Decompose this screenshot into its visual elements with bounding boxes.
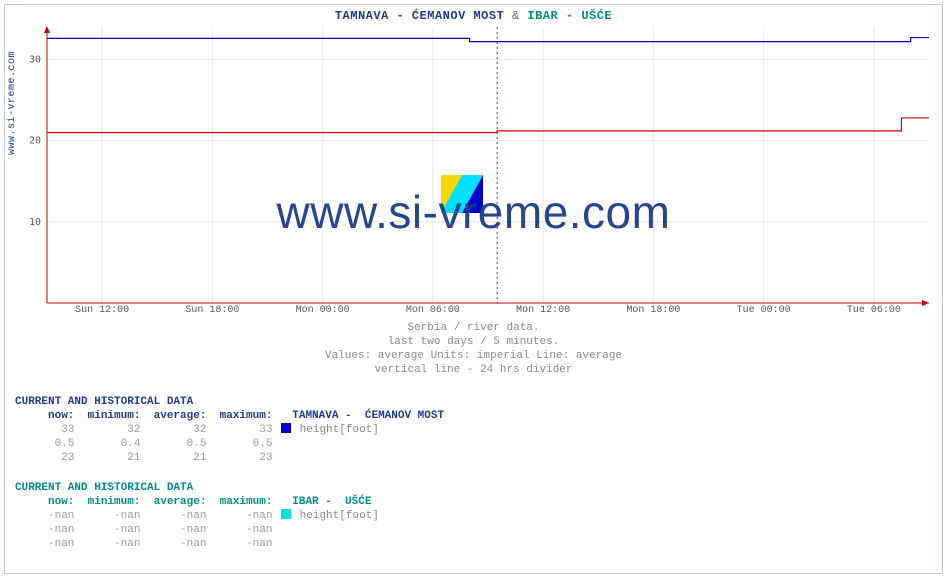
- title-amp: &: [504, 9, 527, 23]
- plot-area: 102030: [47, 27, 929, 303]
- legend-swatch-icon: [281, 509, 291, 519]
- x-tick-label: Sun 12:00: [75, 305, 129, 316]
- table-row: -nan -nan -nan -nan: [15, 523, 379, 537]
- svg-text:10: 10: [29, 217, 41, 228]
- table-title: CURRENT AND HISTORICAL DATA: [15, 481, 379, 495]
- legend-swatch-icon: [281, 423, 291, 433]
- x-tick-label: Sun 18:00: [185, 305, 239, 316]
- x-tick-label: Tue 00:00: [737, 305, 791, 316]
- title-series2: IBAR - UŠĆE: [527, 9, 612, 23]
- table-header: now: minimum: average: maximum: IBAR - U…: [15, 495, 379, 509]
- line-chart-svg: 102030: [47, 27, 929, 303]
- y-axis-label: www.si-vreme.com: [7, 51, 18, 155]
- x-axis-ticks: Sun 12:00 Sun 18:00 Mon 00:00 Mon 06:00 Mon …: [47, 305, 929, 319]
- x-tick-label: Tue 06:00: [847, 305, 901, 316]
- caption-line: Serbia / river data.: [5, 321, 942, 335]
- table-row: 23 21 21 23: [15, 451, 444, 465]
- x-tick-label: Mon 18:00: [626, 305, 680, 316]
- table-title: CURRENT AND HISTORICAL DATA: [15, 395, 444, 409]
- title-series1: TAMNAVA - ĆEMANOV MOST: [335, 9, 504, 23]
- svg-text:30: 30: [29, 54, 41, 65]
- x-tick-label: Mon 12:00: [516, 305, 570, 316]
- caption-line: last two days / 5 minutes.: [5, 335, 942, 349]
- x-tick-label: Mon 00:00: [296, 305, 350, 316]
- caption-line: Values: average Units: imperial Line: av…: [5, 349, 942, 363]
- table-row: -nan -nan -nan -nan height[foot]: [15, 509, 379, 523]
- table-header: now: minimum: average: maximum: TAMNAVA …: [15, 409, 444, 423]
- data-table-1: CURRENT AND HISTORICAL DATA now: minimum…: [15, 395, 444, 465]
- data-table-2: CURRENT AND HISTORICAL DATA now: minimum…: [15, 481, 379, 551]
- chart-caption: Serbia / river data. last two days / 5 m…: [5, 321, 942, 377]
- svg-text:20: 20: [29, 136, 41, 147]
- chart-frame: TAMNAVA - ĆEMANOV MOST & IBAR - UŠĆE www…: [4, 4, 943, 574]
- table-row: -nan -nan -nan -nan: [15, 537, 379, 551]
- table-row: 33 32 32 33 height[foot]: [15, 423, 444, 437]
- x-tick-label: Mon 06:00: [406, 305, 460, 316]
- table-row: 0.5 0.4 0.5 0.5: [15, 437, 444, 451]
- chart-title: TAMNAVA - ĆEMANOV MOST & IBAR - UŠĆE: [5, 5, 942, 25]
- caption-line: vertical line - 24 hrs divider: [5, 363, 942, 377]
